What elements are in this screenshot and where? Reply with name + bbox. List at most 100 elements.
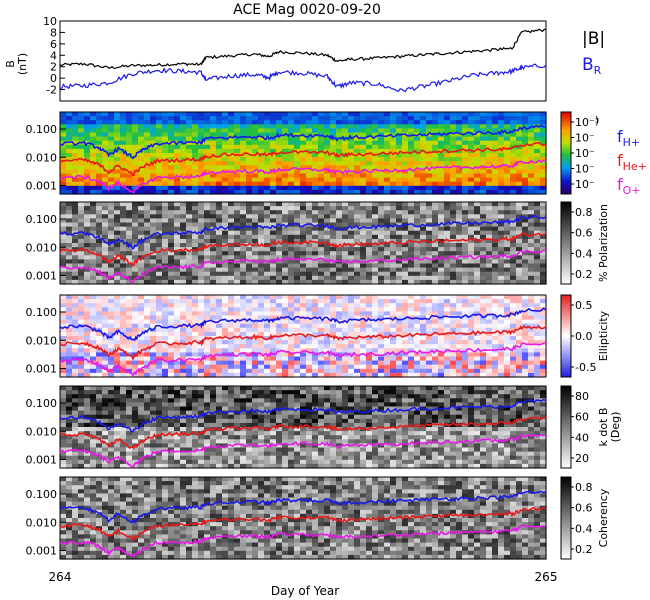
coherency-colorbar-label: Coherency <box>597 488 610 547</box>
coherency-line-f-h- <box>59 490 547 524</box>
ellipticity-ytick-label: 0.100 <box>26 306 58 319</box>
polarization-ytick-label: 0.001 <box>26 269 58 282</box>
coherency-colorbar-tick-label: 0.4 <box>575 522 593 535</box>
ellipticity-line-f-he- <box>59 325 547 361</box>
bfield-ytick-label: 0 <box>50 72 57 85</box>
bfield-ytick-label: 4 <box>50 49 57 62</box>
bfield-ytick-label: -2 <box>46 84 57 97</box>
polarization-ytick-label: 0.100 <box>26 213 58 226</box>
bfield-ytick-label: 8 <box>50 26 57 39</box>
ellipticity-colorbar-label: Ellipticity <box>597 310 610 361</box>
legend-f-hplus-text: f <box>617 127 623 146</box>
ellipticity-ytick-label: 0.001 <box>26 362 58 375</box>
legend-f-hplus-sub: H+ <box>623 136 641 149</box>
ellipticity-colorbar-tick-label: 0.5 <box>575 299 593 312</box>
legend-f-oplus-sub: O+ <box>623 184 641 197</box>
polarization-colorbar-tick-label: 0.8 <box>575 206 593 219</box>
kdotb-ytick-label: 0.010 <box>26 425 58 438</box>
spectral-panels: 0.100 0.010 0.001 10⁻³ 10⁻ 10⁻ 10⁻ 10⁻) 0.100 0.0… <box>26 111 622 560</box>
power-ytick-label: 0.010 <box>26 151 58 164</box>
legend-f-hplus: fH+ <box>617 127 640 149</box>
power-line-f-h- <box>59 124 547 160</box>
power-spectrogram <box>60 112 547 195</box>
legend-br-sub: R <box>594 64 602 77</box>
x-axis-label: Day of Year <box>271 584 339 598</box>
coherency-colorbar-tick-label: 0.6 <box>575 502 593 515</box>
kdotb-line-f-o- <box>59 433 547 469</box>
kdotb-colorbar-tick-label: 20 <box>575 452 589 465</box>
polarization-colorbar-tick-label: 0.4 <box>575 247 593 260</box>
coherency-frame <box>59 476 547 560</box>
power-colorbar-tick-label: 10⁻³ <box>575 116 599 129</box>
legend-f-oplus: fO+ <box>617 175 641 197</box>
bfield-yunit: (nT) <box>16 53 29 75</box>
power-colorbar-tick-label: 10⁻ <box>575 147 595 160</box>
b-radial-line <box>59 63 547 93</box>
b-magnitude-line <box>59 28 547 69</box>
kdotb-colorbar-tick-label: 40 <box>575 431 589 444</box>
polarization-frame <box>59 201 547 285</box>
ellipticity-line-f-h- <box>59 307 547 342</box>
kdotb-frame <box>59 385 547 469</box>
ellipticity-colorbar-tick-label: -0.5 <box>575 361 596 374</box>
coherency-line-f-he- <box>59 506 547 541</box>
polarization-colorbar-label: % Polarization <box>597 204 610 282</box>
coherency-colorbar-tick-label: 0.2 <box>575 543 593 556</box>
coherency-ytick-label: 0.001 <box>26 544 58 557</box>
power-frame <box>59 111 547 195</box>
coherency-colorbar-tick-label: 0.8 <box>575 481 593 494</box>
kdotb-ytick-label: 0.100 <box>26 397 58 410</box>
ellipticity-spectrogram <box>60 295 547 378</box>
power-colorbar <box>560 111 572 195</box>
coherency-colorbar <box>560 476 572 560</box>
legend-b-radial: BR <box>582 55 602 77</box>
legend-br-text: B <box>582 55 594 75</box>
kdotb-ytick-label: 0.001 <box>26 453 58 466</box>
power-colorbar-tick-label: 10⁻ <box>575 163 595 176</box>
polarization-ytick-label: 0.010 <box>26 241 58 254</box>
power-line-f-he- <box>59 141 547 177</box>
polarization-colorbar-tick-label: 0.6 <box>575 227 593 240</box>
x-tick-end: 265 <box>535 570 558 584</box>
legend-f-heplus-sub: He+ <box>623 160 647 173</box>
ellipticity-colorbar <box>560 294 572 378</box>
legend-f-oplus-text: f <box>617 175 623 194</box>
kdotb-colorbar-tick-label: 60 <box>575 411 589 424</box>
power-ytick-label: 0.001 <box>26 179 58 192</box>
power-line-f-o- <box>59 159 547 194</box>
bfield-plot-area <box>59 20 547 102</box>
polarization-line-f-o- <box>59 249 547 285</box>
kdotb-colorbar-label: k dot B <box>597 408 610 447</box>
polarization-colorbar <box>560 201 572 285</box>
ellipticity-colorbar-tick-label: 0.0 <box>575 330 593 343</box>
ellipticity-frame <box>59 294 547 378</box>
kdotb-colorbar <box>560 385 572 469</box>
frequency-legend: fH+ fHe+ fO+ <box>617 127 647 197</box>
bfield-ytick-label: 10 <box>43 15 57 28</box>
figure-title: ACE Mag 0020-09-20 <box>233 2 381 18</box>
power-ytick-label: 0.100 <box>26 123 58 136</box>
polarization-line-f-h- <box>59 214 547 250</box>
x-tick-start: 264 <box>49 570 72 584</box>
kdotb-spectrogram <box>60 386 547 469</box>
kdotb-colorbar-label-unit: (Deg) <box>609 412 622 443</box>
coherency-ytick-label: 0.100 <box>26 488 58 501</box>
kdotb-panel: 0.100 0.010 0.001 80 60 40 20 k dot B (Deg) <box>26 385 622 469</box>
bfield-ylabel: B <box>4 60 17 68</box>
polarization-line-f-he- <box>59 232 547 267</box>
polarization-colorbar-tick-label: 0.2 <box>575 268 593 281</box>
legend-f-heplus-text: f <box>617 151 623 170</box>
polarization-panel: 0.100 0.010 0.001 0.8 0.6 0.4 0.2 % Polarizatio… <box>26 201 610 285</box>
ellipticity-ytick-label: 0.010 <box>26 334 58 347</box>
bfield-ytick-label: 2 <box>50 61 57 74</box>
power-colorbar-tick-label: 10⁻ <box>575 132 595 145</box>
kdotb-colorbar-tick-label: 80 <box>575 390 589 403</box>
ellipticity-line-f-o- <box>59 342 547 377</box>
legend-f-heplus: fHe+ <box>617 151 647 173</box>
power-panel: 0.100 0.010 0.001 10⁻³ 10⁻ 10⁻ 10⁻ 10⁻) <box>26 111 599 195</box>
legend-b-magnitude: |B| <box>582 29 605 49</box>
